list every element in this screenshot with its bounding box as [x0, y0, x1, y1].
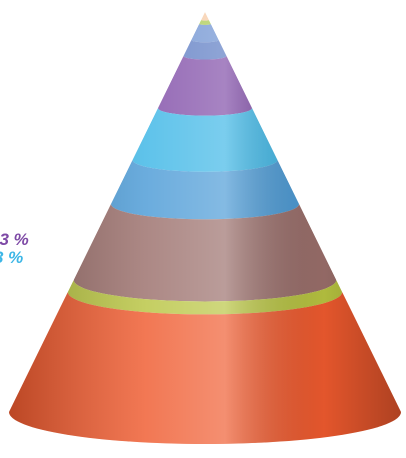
- label-2: 3 %: [0, 248, 24, 267]
- label-1: 13 %: [0, 230, 29, 249]
- cone-shading: [9, 12, 401, 444]
